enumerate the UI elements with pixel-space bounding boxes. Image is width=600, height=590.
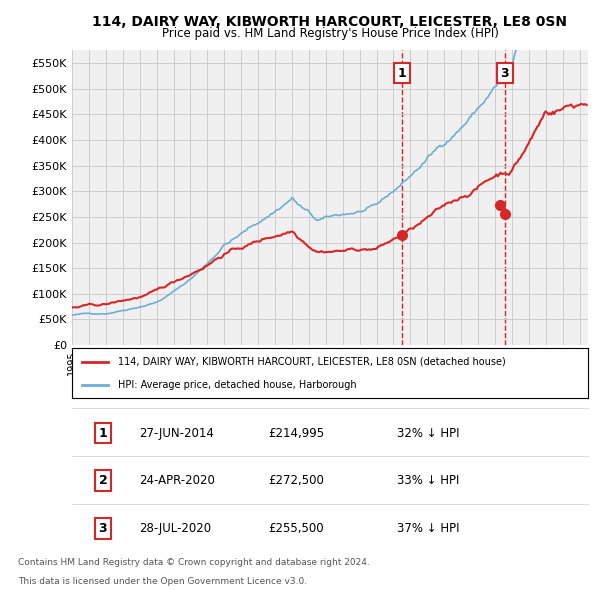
Text: £272,500: £272,500 [268, 474, 324, 487]
Text: 3: 3 [98, 522, 107, 535]
Text: 2: 2 [98, 474, 107, 487]
Text: 114, DAIRY WAY, KIBWORTH HARCOURT, LEICESTER, LE8 0SN: 114, DAIRY WAY, KIBWORTH HARCOURT, LEICE… [92, 15, 568, 29]
Text: 32% ↓ HPI: 32% ↓ HPI [397, 427, 460, 440]
Text: 1: 1 [397, 67, 406, 80]
Text: £255,500: £255,500 [268, 522, 324, 535]
Text: 3: 3 [500, 67, 509, 80]
Text: 27-JUN-2014: 27-JUN-2014 [139, 427, 214, 440]
Text: 1: 1 [98, 427, 107, 440]
Text: Contains HM Land Registry data © Crown copyright and database right 2024.: Contains HM Land Registry data © Crown c… [18, 558, 370, 568]
Text: 33% ↓ HPI: 33% ↓ HPI [397, 474, 460, 487]
Text: HPI: Average price, detached house, Harborough: HPI: Average price, detached house, Harb… [118, 380, 357, 390]
Text: This data is licensed under the Open Government Licence v3.0.: This data is licensed under the Open Gov… [18, 578, 307, 586]
Text: 114, DAIRY WAY, KIBWORTH HARCOURT, LEICESTER, LE8 0SN (detached house): 114, DAIRY WAY, KIBWORTH HARCOURT, LEICE… [118, 356, 506, 366]
Text: 28-JUL-2020: 28-JUL-2020 [139, 522, 211, 535]
Text: £214,995: £214,995 [268, 427, 324, 440]
Text: 24-APR-2020: 24-APR-2020 [139, 474, 215, 487]
Text: Price paid vs. HM Land Registry's House Price Index (HPI): Price paid vs. HM Land Registry's House … [161, 27, 499, 40]
Text: 37% ↓ HPI: 37% ↓ HPI [397, 522, 460, 535]
